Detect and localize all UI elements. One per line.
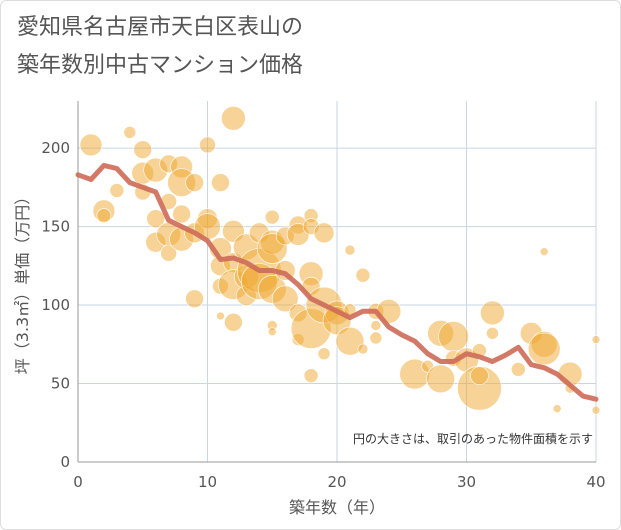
x-tick-label: 20 xyxy=(327,473,346,491)
x-tick-label: 40 xyxy=(586,473,605,491)
bubble-point xyxy=(172,204,191,224)
bubble-point xyxy=(591,405,601,415)
bubble-point xyxy=(457,365,502,411)
bubble-point xyxy=(335,326,365,356)
bubble-point xyxy=(96,208,112,223)
bubble-point xyxy=(486,326,499,340)
bubble-point xyxy=(79,133,103,157)
bubble-point xyxy=(527,332,561,366)
bubble-point xyxy=(426,364,455,394)
bubble-point xyxy=(369,331,383,345)
bubble-point xyxy=(146,209,165,229)
y-tick-label: 150 xyxy=(41,218,70,236)
y-tick-label: 100 xyxy=(41,296,70,314)
bubble-point xyxy=(510,362,526,377)
bubble-point xyxy=(303,368,319,383)
bubble-point xyxy=(211,173,230,192)
bubble-point xyxy=(221,105,246,131)
bubble-point xyxy=(552,404,562,413)
bubble-point xyxy=(224,313,243,332)
bubble-point xyxy=(470,366,489,385)
bubble-point xyxy=(539,247,549,256)
chart-title-line1: 愛知県名古屋市天白区表山の xyxy=(17,15,304,40)
average-price-line xyxy=(75,162,599,402)
y-tick-label: 50 xyxy=(51,375,70,393)
bubble-point xyxy=(370,320,382,331)
bubble-point xyxy=(355,267,371,283)
x-tick-label: 10 xyxy=(198,473,217,491)
bubble-point xyxy=(160,244,177,262)
x-tick-label: 30 xyxy=(457,473,476,491)
bubble-point xyxy=(185,173,204,192)
bubble-point xyxy=(357,343,369,355)
bubble-point xyxy=(438,321,469,352)
chart-title-line2: 築年数別中古マンション価格 xyxy=(17,53,304,78)
y-tick-label: 0 xyxy=(60,453,70,471)
bubble-point xyxy=(216,311,225,321)
bubble-point xyxy=(133,140,153,159)
y-tick-label: 200 xyxy=(41,139,70,157)
bubble-point xyxy=(344,244,356,256)
bubble-point xyxy=(123,126,137,139)
bubble-point xyxy=(109,183,125,198)
bubble-point xyxy=(480,300,505,326)
bubble-point xyxy=(271,285,299,313)
x-tick-label: 0 xyxy=(73,473,83,491)
bubble-point xyxy=(185,289,204,309)
bubble-point xyxy=(199,136,216,154)
x-axis-label: 築年数（年） xyxy=(289,498,385,517)
bubble-point xyxy=(317,347,331,361)
bubble-size-note: 円の大きさは、取引のあった物件面積を示す xyxy=(353,431,593,446)
bubble-point xyxy=(267,327,277,337)
bubble-point xyxy=(591,335,601,344)
bubble-point xyxy=(264,209,280,225)
bubble-point xyxy=(313,222,335,244)
y-axis-label: 坪（3.3㎡）単価（万円） xyxy=(13,189,32,374)
